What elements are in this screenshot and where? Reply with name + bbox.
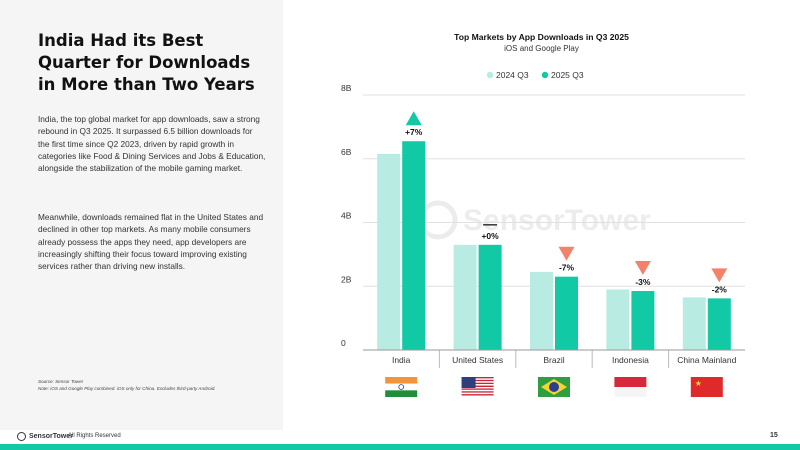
change-label: -3% <box>635 277 651 287</box>
legend-label: 2024 Q3 <box>496 70 529 80</box>
source-note: Source: Sensor Tower Note: iOS and Googl… <box>38 378 278 392</box>
x-tick-label: India <box>392 355 411 365</box>
india-flag-stripe <box>385 383 418 391</box>
page-number: 15 <box>770 432 778 439</box>
left-panel: India Had its Best Quarter for Downloads… <box>0 0 283 430</box>
legend-marker <box>486 71 494 79</box>
us-flag-stripe <box>461 395 494 397</box>
change-label: -7% <box>559 263 575 273</box>
down-triangle-icon <box>634 261 651 276</box>
bar-2024 <box>377 153 401 350</box>
y-tick-label: 6B <box>341 147 352 157</box>
body-paragraph-1: India, the top global market for app dow… <box>38 114 266 174</box>
up-triangle-icon <box>405 111 422 126</box>
down-triangle-icon <box>711 268 728 283</box>
change-label: +7% <box>405 127 423 137</box>
us-flag-stripe <box>461 384 494 386</box>
us-flag-stripe <box>461 387 494 389</box>
bar-2024 <box>453 244 477 350</box>
bar-chart: SensorTower 0 2B 4B 6B 8B 2024 Q3 2025 Q3 +7% Ind… <box>341 70 745 397</box>
watermark-text: SensorTower <box>463 204 651 237</box>
china-flag-field <box>690 377 723 397</box>
bar-2024 <box>530 271 553 350</box>
y-tick-label: 8B <box>341 83 352 93</box>
change-label: -2% <box>712 284 728 294</box>
sensor-tower-logo-icon <box>17 432 26 441</box>
chart-subtitle: iOS and Google Play <box>504 44 579 53</box>
india-flag-wheel <box>398 384 404 390</box>
footer-brand: SensorTower <box>29 433 73 440</box>
india-flag-stripe <box>385 390 418 397</box>
x-tick-label: United States <box>452 355 503 365</box>
x-tick-label: Indonesia <box>612 355 649 365</box>
legend-marker <box>541 71 549 79</box>
page-title: India Had its Best Quarter for Downloads… <box>38 31 255 94</box>
bar-2025 <box>555 276 578 350</box>
y-tick-label: 4B <box>341 211 352 221</box>
bar-2025 <box>478 244 502 350</box>
india-flag-stripe <box>385 377 418 384</box>
bar-2024 <box>606 289 630 350</box>
change-label: +0% <box>481 231 499 241</box>
indonesia-flag-bottom <box>614 387 647 397</box>
x-tick-label: China Mainland <box>677 355 736 365</box>
us-flag-stripe <box>461 377 494 379</box>
bar-2025 <box>707 298 731 350</box>
us-flag-stripe <box>461 392 494 395</box>
body-paragraph-2: Meanwhile, downloads remained flat in th… <box>38 212 264 272</box>
bar-2025 <box>631 291 655 350</box>
china-flag-star-icon: ★ <box>695 379 702 388</box>
watermark: SensorTower <box>418 200 651 240</box>
footer-rights: All Rights Reserved <box>68 433 121 439</box>
indonesia-flag-top <box>614 377 647 387</box>
us-flag-stripe <box>461 382 494 385</box>
us-flag-stripe <box>461 381 494 383</box>
watermark-logo-icon <box>418 200 458 240</box>
us-flag-stripe <box>461 378 494 380</box>
bar-2025 <box>402 141 426 350</box>
bottom-accent-bar <box>0 444 800 450</box>
us-flag-stripe <box>461 388 494 390</box>
us-flag-canton <box>461 377 476 388</box>
us-flag-stripe <box>461 379 494 382</box>
chart-title: Top Markets by App Downloads in Q3 2025 <box>454 32 629 42</box>
us-flag-stripe <box>461 389 494 392</box>
y-tick-label: 2B <box>341 274 352 284</box>
us-flag-stripe <box>461 394 494 396</box>
source-line: Source: Sensor Tower <box>38 379 84 384</box>
legend-label: 2025 Q3 <box>551 70 584 80</box>
y-tick-label: 0 <box>341 338 346 348</box>
x-tick-label: Brazil <box>543 355 564 365</box>
us-flag-stripe <box>461 391 494 393</box>
footer-logo: SensorTower <box>17 432 73 441</box>
note-line: Note: iOS and Google Play combined. iOS … <box>38 386 216 391</box>
down-triangle-icon <box>558 246 575 261</box>
bar-2024 <box>682 297 706 350</box>
us-flag-stripe <box>461 385 494 387</box>
brazil-flag-globe <box>549 382 559 392</box>
